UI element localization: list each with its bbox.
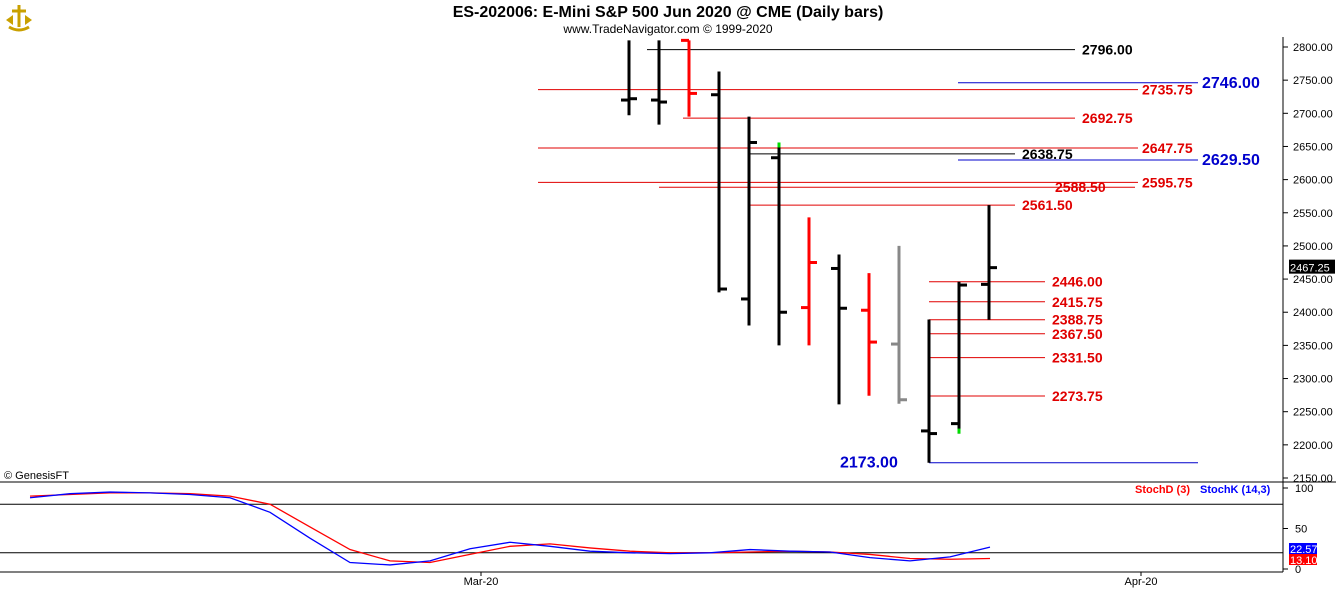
time-label-apr: Apr-20 — [1124, 576, 1157, 588]
chart-subtitle: www.TradeNavigator.com © 1999-2020 — [562, 22, 772, 36]
level-label: 2647.75 — [1142, 140, 1193, 156]
price-tick-label: 2800.00 — [1293, 42, 1333, 54]
price-tick-label: 2700.00 — [1293, 108, 1333, 120]
price-tick-label: 2750.00 — [1293, 75, 1333, 87]
last-price-badge: 2467.25 — [1289, 259, 1335, 275]
level-label: 2638.75 — [1022, 146, 1073, 162]
ohlc-bar — [861, 273, 877, 396]
stoch-k-legend: StochK (14,3) — [1200, 484, 1271, 496]
ohlc-bar — [711, 71, 727, 293]
time-label-mar: Mar-20 — [464, 576, 499, 588]
level-label: 2415.75 — [1052, 294, 1103, 310]
stoch-d-last: 13.10 — [1290, 555, 1318, 567]
level-label: 2273.75 — [1052, 388, 1103, 404]
stoch-tick-label: 0 — [1295, 564, 1301, 576]
price-tick-label: 2550.00 — [1293, 208, 1333, 220]
level-label: 2746.00 — [1202, 75, 1260, 92]
level-label: 2367.50 — [1052, 326, 1103, 342]
stoch-k-last: 22.57 — [1290, 544, 1318, 556]
price-bars — [621, 38, 997, 463]
price-tick-label: 2350.00 — [1293, 340, 1333, 352]
level-label: 2388.75 — [1052, 312, 1103, 328]
stoch-d-badge: 13.10 — [1289, 554, 1318, 567]
stoch-axis: 100 50 0 — [1283, 483, 1313, 576]
ohlc-bar — [801, 217, 817, 346]
ohlc-bar — [951, 281, 967, 434]
ohlc-bar — [651, 40, 667, 125]
price-tick-label: 2500.00 — [1293, 241, 1333, 253]
price-axis: 2800.00 2750.00 2700.00 2650.00 2600.00 2550.… — [1283, 42, 1333, 485]
level-label: 2595.75 — [1142, 174, 1193, 190]
level-label: 2561.50 — [1022, 197, 1073, 213]
price-tick-label: 2600.00 — [1293, 175, 1333, 187]
level-label: 2331.50 — [1052, 350, 1103, 366]
price-tick-label: 2200.00 — [1293, 440, 1333, 452]
level-label: 2735.75 — [1142, 82, 1193, 98]
stoch-reference-lines — [0, 503, 1283, 554]
level-label: 2692.75 — [1082, 110, 1133, 126]
ohlc-bar — [831, 254, 847, 405]
price-tick-label: 2450.00 — [1293, 274, 1333, 286]
ohlc-bar — [981, 205, 997, 320]
ohlc-bar — [741, 116, 757, 326]
price-tick-label: 2400.00 — [1293, 307, 1333, 319]
level-label: 2173.00 — [840, 455, 898, 472]
ohlc-bar — [621, 40, 637, 116]
last-price-label: 2467.25 — [1290, 263, 1330, 275]
level-label: 2588.50 — [1055, 179, 1106, 195]
ohlc-bar — [681, 38, 697, 117]
level-label: 2446.00 — [1052, 274, 1103, 290]
stoch-tick-label: 50 — [1295, 524, 1307, 536]
price-tick-label: 2300.00 — [1293, 374, 1333, 386]
stoch-k-badge: 22.57 — [1289, 543, 1318, 556]
logo-icon — [3, 2, 35, 34]
ohlc-bar — [921, 319, 937, 463]
level-label: 2796.00 — [1082, 42, 1133, 58]
time-axis: Mar-20 Apr-20 — [464, 572, 1158, 588]
chart-title: ES-202006: E-Mini S&P 500 Jun 2020 @ CME… — [453, 4, 884, 21]
ohlc-bar — [891, 245, 907, 404]
price-tick-label: 2650.00 — [1293, 141, 1333, 153]
price-tick-label: 2250.00 — [1293, 407, 1333, 419]
ohlc-bar — [771, 142, 787, 346]
level-label: 2629.50 — [1202, 152, 1260, 169]
copyright-label: © GenesisFT — [4, 470, 69, 482]
stoch-k-line — [29, 491, 991, 566]
stoch-d-line — [29, 492, 991, 564]
stoch-tick-label: 100 — [1295, 483, 1313, 495]
stoch-d-legend: StochD (3) — [1135, 484, 1190, 496]
